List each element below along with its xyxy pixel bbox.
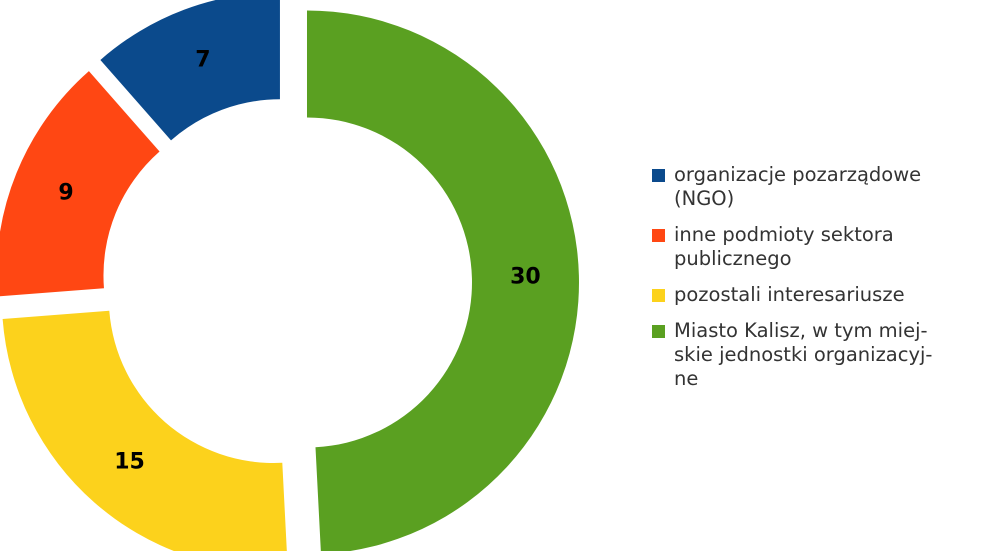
legend-swatch	[652, 289, 665, 302]
legend-label-line: pozostali interesariusze	[674, 283, 905, 306]
legend-swatch	[652, 229, 665, 242]
legend-label-line: inne podmioty sektora	[674, 223, 894, 246]
legend-label-line: ne	[674, 367, 699, 390]
legend-item-public-sector: inne podmioty sektora publicznego	[652, 223, 992, 271]
label-other-stakeholders: 15	[114, 450, 145, 475]
legend-label-line: publicznego	[674, 247, 792, 270]
chart-legend: organizacje pozarządowe (NGO) inne podmiot…	[652, 163, 992, 403]
legend-label-line: skie jednostki organizacyj-	[674, 343, 933, 366]
slice-ngo	[100, 0, 280, 141]
label-public-sector: 9	[58, 181, 73, 206]
legend-label-line: organizacje pozarządowe	[674, 163, 922, 186]
legend-swatch	[652, 169, 665, 182]
label-ngo: 7	[195, 47, 210, 72]
legend-item-ngo: organizacje pozarządowe (NGO)	[652, 163, 992, 211]
legend-item-other-stakeholders: pozostali interesariusze	[652, 283, 992, 307]
legend-item-miasto-kalisz: Miasto Kalisz, w tym miej-skie jednostki…	[652, 319, 992, 391]
label-miasto-kalisz: 30	[510, 264, 541, 289]
legend-swatch	[652, 325, 665, 338]
slice-miasto-kalisz	[306, 10, 579, 551]
donut-chart: 7 9 15 30	[0, 0, 579, 551]
legend-label-line: Miasto Kalisz, w tym miej-	[674, 319, 928, 342]
slice-public-sector	[0, 71, 160, 297]
legend-label-line: (NGO)	[674, 187, 735, 210]
slice-other-stakeholders	[2, 310, 287, 551]
